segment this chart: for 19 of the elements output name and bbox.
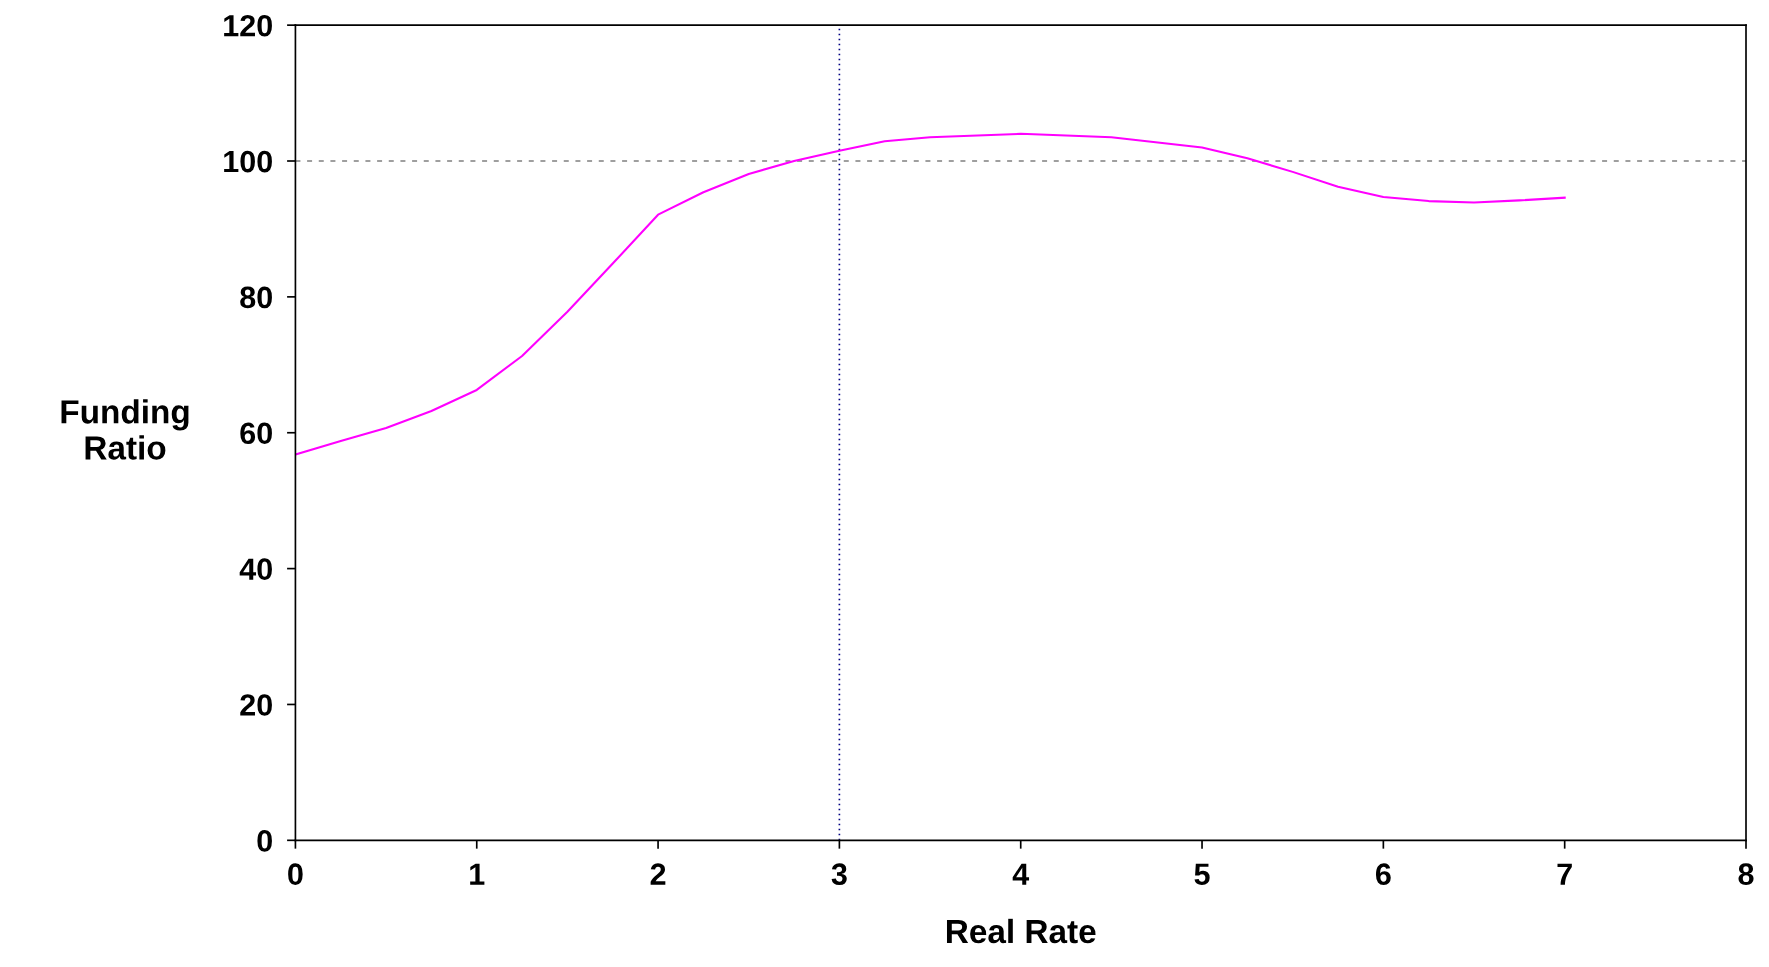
x-tick-label: 0 [288, 863, 303, 885]
y-tick-label: 0 [257, 830, 272, 852]
x-tick-label: 8 [1738, 863, 1754, 885]
x-tick-label: 7 [1557, 863, 1572, 885]
x-tick-label: 6 [1375, 863, 1391, 885]
y-tick-label: 20 [240, 694, 272, 716]
y-tick-label: 40 [239, 558, 272, 580]
x-tick-label: 5 [1194, 863, 1210, 885]
y-axis-title: Funding Ratio [61, 399, 189, 460]
y-tick-label: 100 [224, 150, 272, 173]
y-tick-label: 80 [240, 286, 272, 309]
y-tick-label: 60 [240, 422, 272, 445]
line-series [295, 132, 1566, 456]
x-tick-label: 3 [831, 863, 847, 886]
x-tick-label: 2 [650, 863, 666, 885]
y-tick-label: 120 [224, 14, 272, 37]
x-axis-title: Real Rate [946, 918, 1096, 944]
x-tick-label: 1 [470, 863, 485, 885]
x-tick-label: 4 [1012, 863, 1030, 885]
